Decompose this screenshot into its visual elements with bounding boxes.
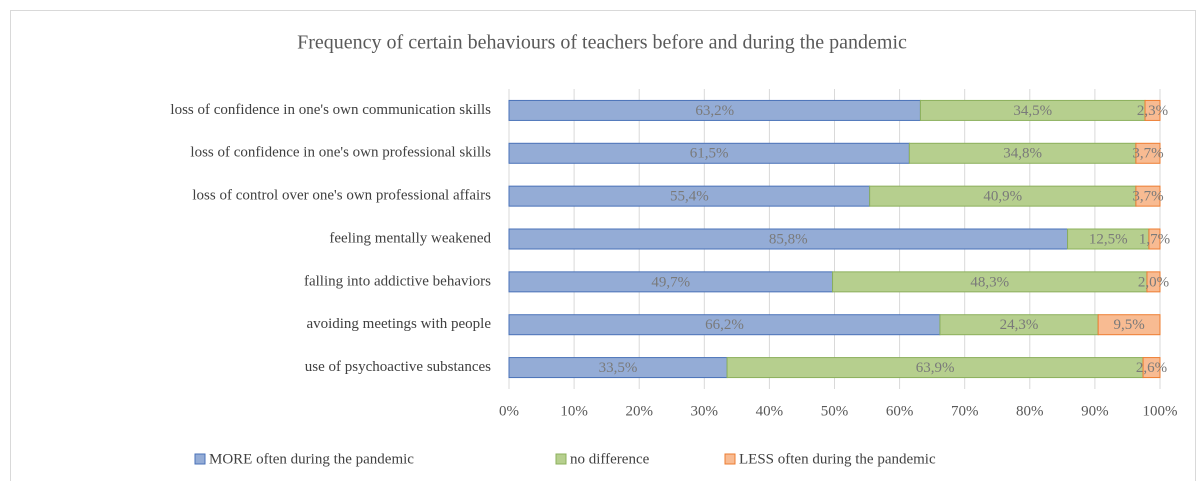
x-tick-label: 70% <box>951 403 979 419</box>
legend-swatch <box>724 453 736 465</box>
value-label: 2,0% <box>1138 274 1169 290</box>
value-label: 33,5% <box>599 360 638 376</box>
value-label: 85,8% <box>769 231 808 247</box>
value-label: 63,2% <box>695 103 734 119</box>
value-label: 24,3% <box>1000 317 1039 333</box>
bar-segment <box>1135 142 1161 164</box>
y-tick-label: use of psychoactive substances <box>305 359 491 375</box>
y-tick-label: avoiding meetings with people <box>306 316 491 332</box>
value-label: 34,8% <box>1003 146 1042 162</box>
value-label: 1,7% <box>1139 231 1170 247</box>
chart-frame <box>10 10 1196 481</box>
y-tick-label: loss of confidence in one's own communic… <box>170 102 491 118</box>
value-label: 63,9% <box>916 360 955 376</box>
bar-segment <box>1144 99 1161 121</box>
legend-swatch <box>555 453 567 465</box>
legend-label: no difference <box>570 451 650 467</box>
bar-segment <box>1097 314 1161 336</box>
value-label: 9,5% <box>1113 317 1144 333</box>
value-label: 61,5% <box>690 146 729 162</box>
value-label: 55,4% <box>670 189 709 205</box>
chart-title: Frequency of certain behaviours of teach… <box>297 32 907 54</box>
x-tick-label: 60% <box>886 403 914 419</box>
y-tick-label: feeling mentally weakened <box>329 230 491 246</box>
y-tick-label: loss of confidence in one's own professi… <box>190 145 491 161</box>
x-tick-label: 90% <box>1081 403 1109 419</box>
value-label: 34,5% <box>1013 103 1052 119</box>
bar-segment <box>1142 357 1161 379</box>
x-tick-label: 30% <box>691 403 719 419</box>
x-tick-label: 10% <box>560 403 588 419</box>
y-tick-label: loss of control over one's own professio… <box>192 188 491 204</box>
x-tick-label: 80% <box>1016 403 1044 419</box>
value-label: 2,3% <box>1137 103 1168 119</box>
x-tick-label: 100% <box>1143 403 1178 419</box>
value-label: 49,7% <box>651 274 690 290</box>
value-label: 40,9% <box>983 189 1022 205</box>
x-tick-label: 20% <box>625 403 653 419</box>
value-label: 66,2% <box>705 317 744 333</box>
legend-swatch <box>194 453 206 465</box>
x-tick-label: 40% <box>756 403 784 419</box>
y-tick-label: falling into addictive behaviors <box>304 273 491 289</box>
x-tick-label: 0% <box>499 403 519 419</box>
bar-segment <box>1135 185 1161 207</box>
value-label: 2,6% <box>1136 360 1167 376</box>
value-label: 48,3% <box>970 274 1009 290</box>
value-label: 12,5% <box>1089 231 1128 247</box>
value-label: 3,7% <box>1132 146 1163 162</box>
bar-segment <box>1146 271 1161 293</box>
legend-label: MORE often during the pandemic <box>209 451 414 467</box>
x-tick-label: 50% <box>821 403 849 419</box>
bar-segment <box>1148 228 1161 250</box>
legend-label: LESS often during the pandemic <box>739 451 936 467</box>
value-label: 3,7% <box>1132 189 1163 205</box>
